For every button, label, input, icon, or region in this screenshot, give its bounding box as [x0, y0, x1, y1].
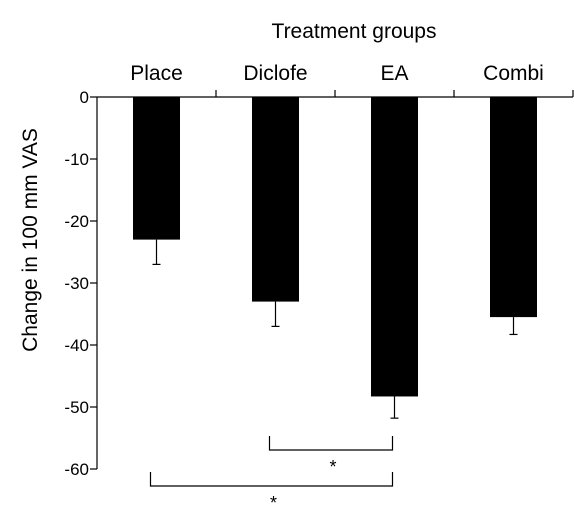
y-tick-label: -60: [64, 460, 89, 479]
plot-area: 0 -10 -20 -30 -40 -50 -60 Place Diclofe EA Combi * *: [64, 62, 574, 506]
significance-label: *: [270, 493, 277, 506]
category-label: Diclofe: [243, 62, 307, 85]
significance-bracket: [268, 436, 394, 451]
y-tick-label: -50: [64, 398, 89, 417]
significance-bracket: [149, 472, 394, 487]
y-tick-label: -20: [64, 212, 89, 231]
y-tick-label: 0: [80, 88, 89, 107]
category-label: Combi: [483, 62, 544, 85]
significance-label: *: [329, 457, 336, 477]
chart-title: Treatment groups: [272, 20, 437, 43]
bar: [252, 97, 299, 302]
y-tick-label: -10: [64, 150, 89, 169]
y-tick-label: -40: [64, 336, 89, 355]
y-tick-label: -30: [64, 274, 89, 293]
category-label: EA: [380, 62, 408, 85]
category-label: Place: [130, 62, 183, 85]
bar: [490, 97, 537, 318]
bar: [371, 97, 418, 397]
bar: [133, 97, 180, 240]
y-axis-label: Change in 100 mm VAS: [19, 128, 42, 352]
